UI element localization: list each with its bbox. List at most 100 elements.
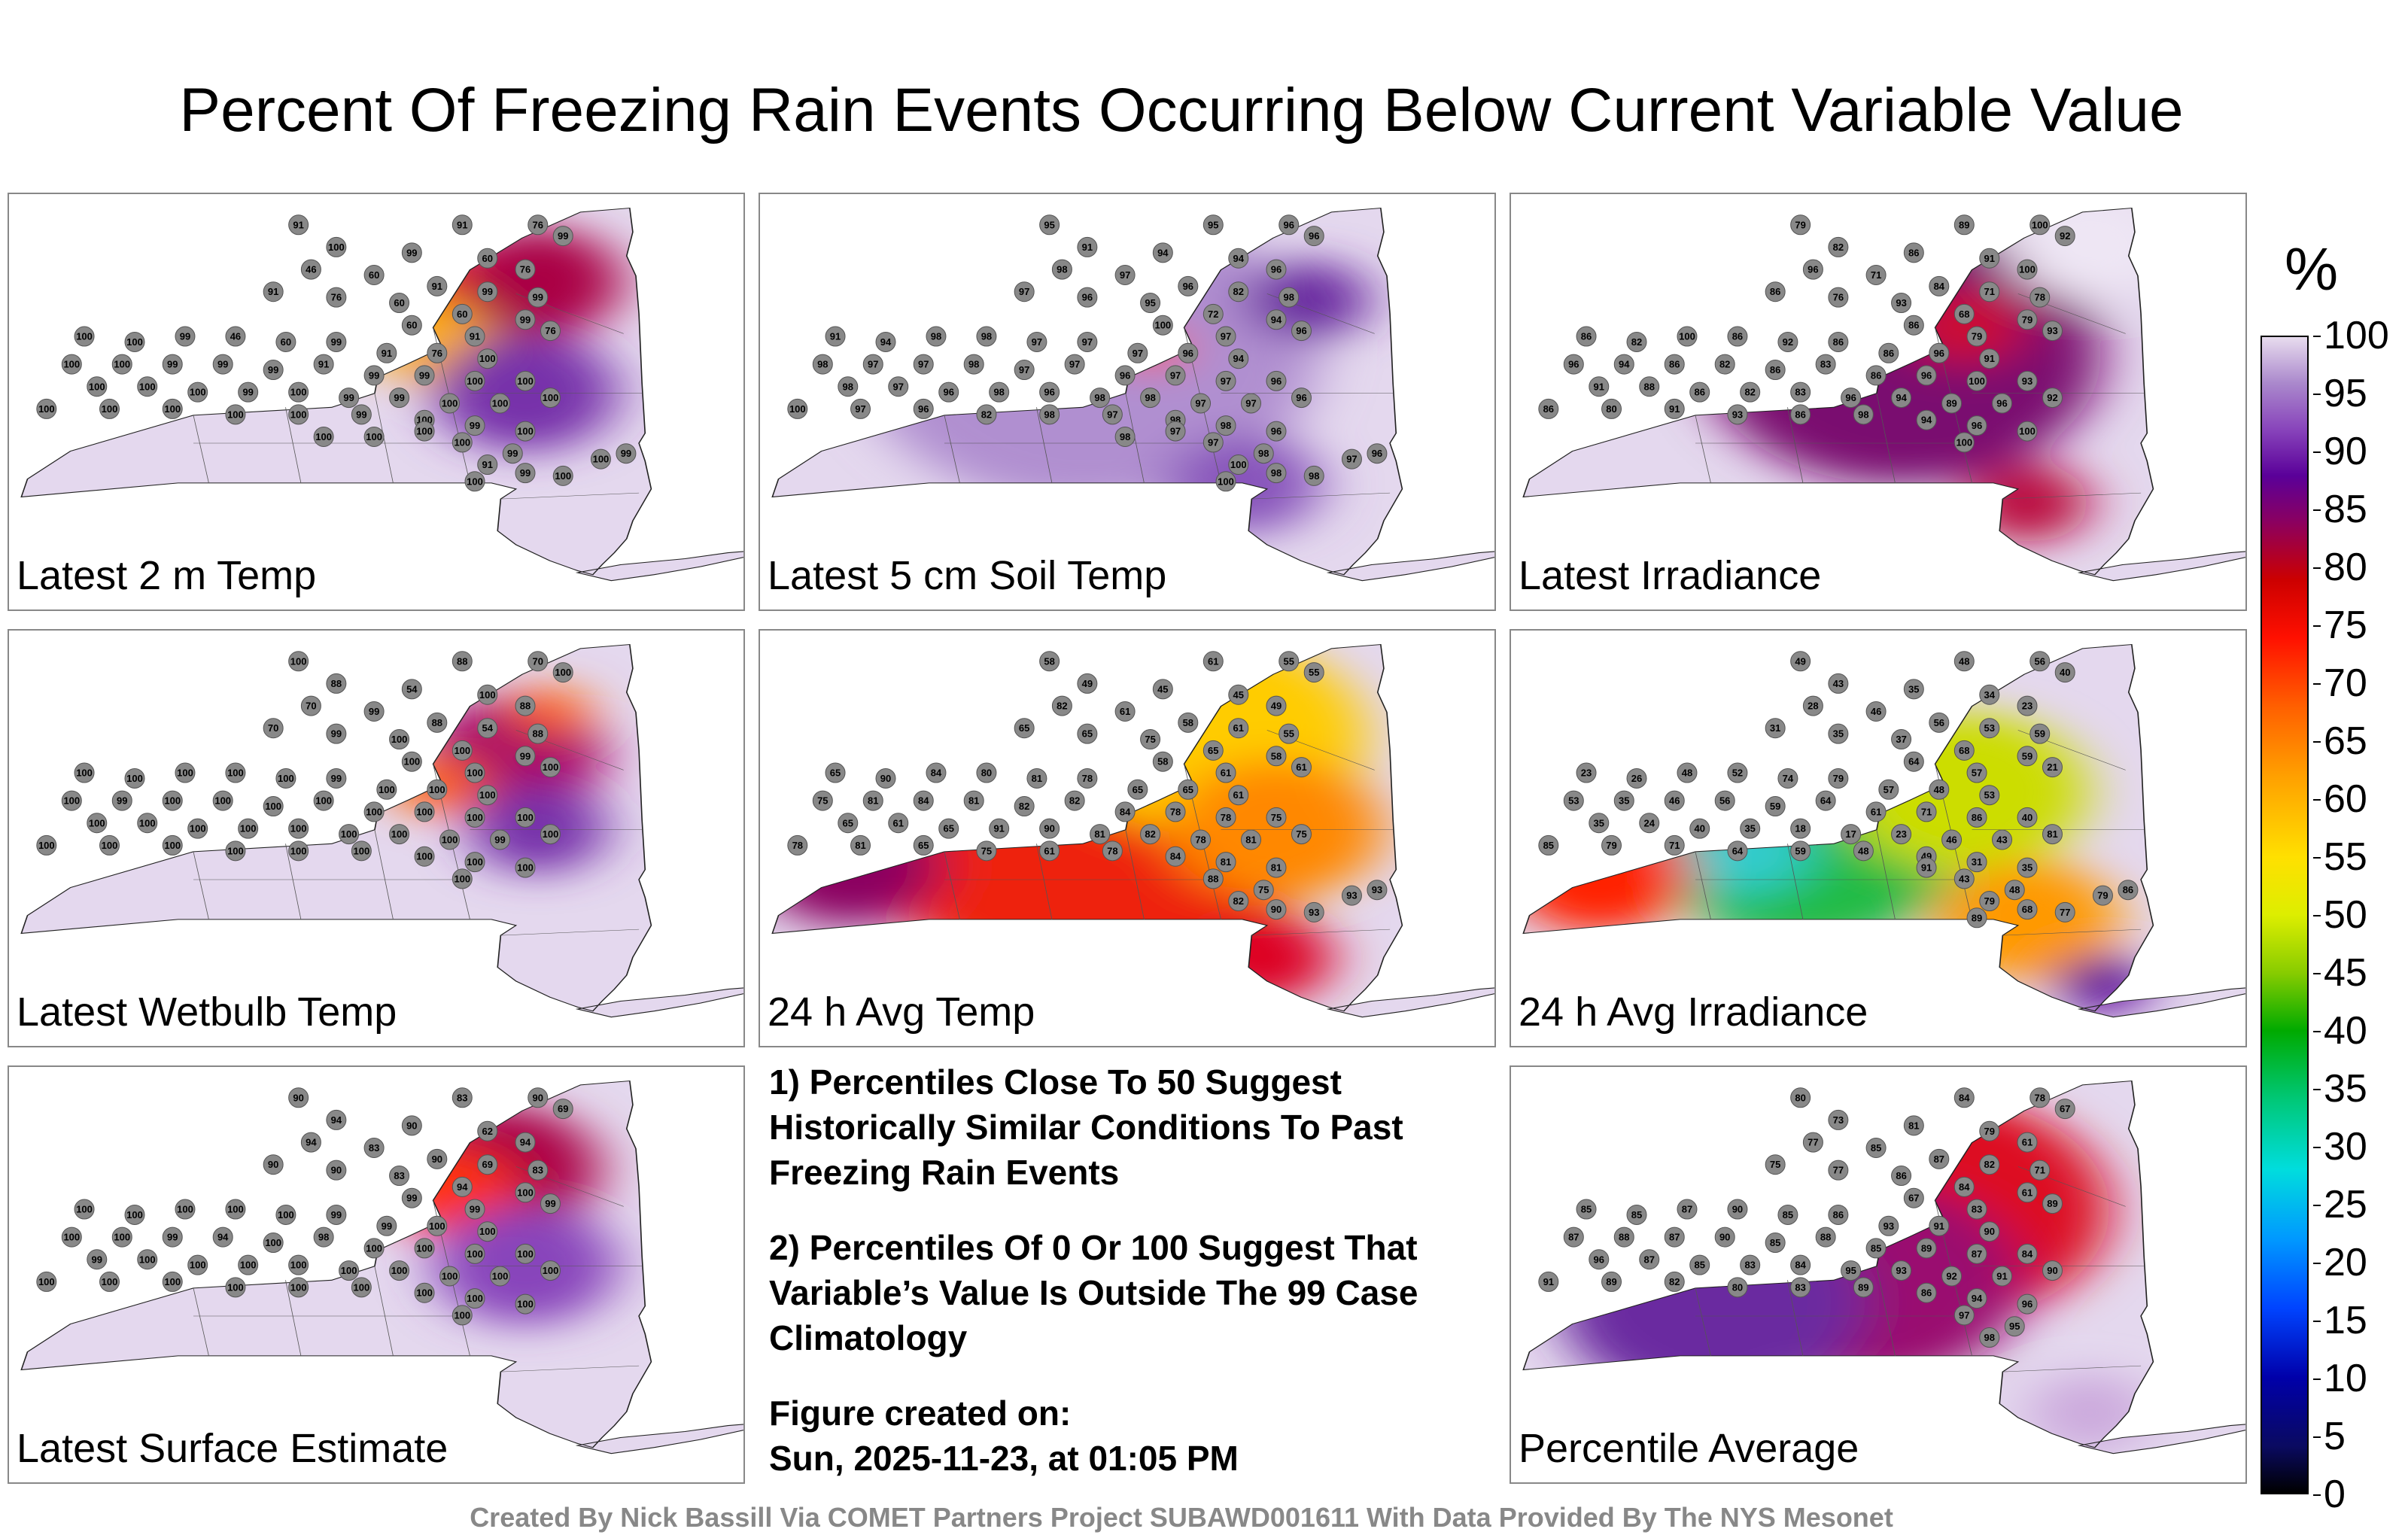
station-dot	[1202, 303, 1224, 324]
station-dot	[1790, 651, 1811, 672]
station-dot	[1891, 293, 1912, 314]
station-dot	[1613, 354, 1634, 375]
station-value: 57	[1884, 784, 1894, 795]
station-marker: 82	[1828, 236, 1849, 257]
station-marker: 100	[175, 1199, 196, 1220]
station-value: 100	[467, 1293, 483, 1304]
station-dot	[838, 376, 859, 397]
station-dot	[1303, 226, 1324, 247]
station-marker: 55	[1303, 662, 1324, 683]
station-marker: 100	[515, 807, 536, 828]
station-dot	[1014, 718, 1035, 739]
colorbar-tick-label: 15	[2324, 1299, 2367, 1342]
station-dot	[1903, 1115, 1924, 1136]
station-value: 83	[369, 1142, 379, 1154]
station-marker: 86	[1727, 326, 1748, 347]
station-marker: 99	[540, 1193, 561, 1214]
station-value: 96	[1594, 1254, 1604, 1265]
station-value: 100	[190, 823, 206, 834]
station-marker: 100	[288, 381, 309, 403]
station-value: 100	[290, 409, 307, 420]
station-value: 100	[38, 403, 55, 415]
station-marker: 100	[477, 1221, 498, 1242]
station-marker: 94	[451, 1176, 473, 1197]
station-value: 100	[543, 392, 559, 403]
station-dot	[2029, 723, 2051, 744]
station-value: 78	[1082, 773, 1093, 784]
station-marker: 82	[1051, 695, 1072, 716]
station-marker: 83	[451, 1087, 473, 1108]
station-value: 100	[290, 823, 307, 834]
station-dot	[515, 1293, 536, 1315]
station-dot	[451, 303, 473, 324]
station-dot	[2017, 857, 2038, 878]
station-dot	[1953, 1305, 1975, 1326]
station-marker: 98	[1979, 1327, 2000, 1348]
station-marker: 82	[1064, 790, 1085, 811]
station-value: 89	[1946, 398, 1956, 409]
station-marker: 100	[87, 376, 108, 397]
station-marker: 99	[401, 1187, 422, 1208]
station-marker: 85	[1865, 1238, 1887, 1259]
station-marker: 98	[1215, 415, 1236, 436]
panel-24h-avg-temp: 58 61 55 55 49 45 45 49 82 61 58 61 55 65 65 75 65 58 58 61…	[759, 629, 1496, 1047]
panel-label: Latest Wetbulb Temp	[17, 989, 397, 1035]
station-marker: 100	[124, 1204, 145, 1225]
station-dot	[162, 790, 183, 811]
station-value: 96	[1271, 264, 1282, 275]
station-marker: 99	[515, 746, 536, 767]
station-marker: 100	[464, 807, 485, 828]
station-marker: 94	[875, 331, 896, 352]
station-value: 99	[268, 364, 278, 375]
station-dot	[1714, 790, 1735, 811]
station-value: 82	[1145, 828, 1155, 840]
station-marker: 100	[288, 818, 309, 839]
station-dot	[1291, 388, 1312, 409]
station-value: 100	[1956, 436, 1972, 448]
station-dot	[1777, 768, 1798, 789]
station-value: 84	[1959, 1181, 1970, 1193]
station-marker: 92	[1777, 331, 1798, 352]
station-value: 100	[479, 689, 496, 701]
colorbar-tick	[2313, 1089, 2321, 1090]
station-value: 81	[1032, 773, 1042, 784]
station-marker: 97	[1202, 432, 1224, 453]
station-dot	[1916, 409, 1937, 430]
station-value: 60	[406, 320, 417, 331]
station-value: 59	[2022, 750, 2033, 761]
station-value: 79	[1984, 895, 1995, 907]
station-dot	[363, 701, 385, 722]
station-dot	[427, 342, 448, 363]
station-value: 100	[164, 795, 181, 807]
station-value: 94	[1157, 247, 1169, 258]
station-marker: 91	[1538, 1271, 1559, 1292]
station-value: 60	[482, 253, 493, 264]
station-value: 40	[1694, 823, 1704, 834]
station-value: 89	[1606, 1276, 1616, 1287]
station-marker: 94	[212, 1226, 233, 1248]
station-dot	[1303, 662, 1324, 683]
station-value: 99	[117, 795, 127, 807]
station-dot	[1953, 303, 1975, 324]
station-value: 86	[1908, 320, 1919, 331]
station-dot	[490, 829, 511, 850]
station-value: 88	[331, 678, 342, 689]
station-value: 93	[1372, 884, 1382, 895]
station-marker: 100	[540, 824, 561, 845]
station-dot	[1790, 404, 1811, 425]
station-marker: 68	[1953, 303, 1975, 324]
station-value: 100	[1969, 375, 1985, 387]
station-marker: 82	[1228, 281, 1249, 302]
station-marker: 59	[2029, 723, 2051, 744]
station-marker: 90	[528, 1087, 549, 1108]
station-marker: 59	[1765, 796, 1786, 817]
station-dot	[1114, 426, 1136, 447]
station-value: 100	[240, 823, 257, 834]
station-marker: 79	[1828, 768, 1849, 789]
station-marker: 100	[187, 1254, 208, 1275]
station-value: 100	[454, 436, 470, 448]
station-dot	[787, 834, 808, 856]
station-marker: 85	[1765, 1233, 1786, 1254]
station-dot	[326, 673, 347, 694]
station-dot	[1727, 1277, 1748, 1298]
